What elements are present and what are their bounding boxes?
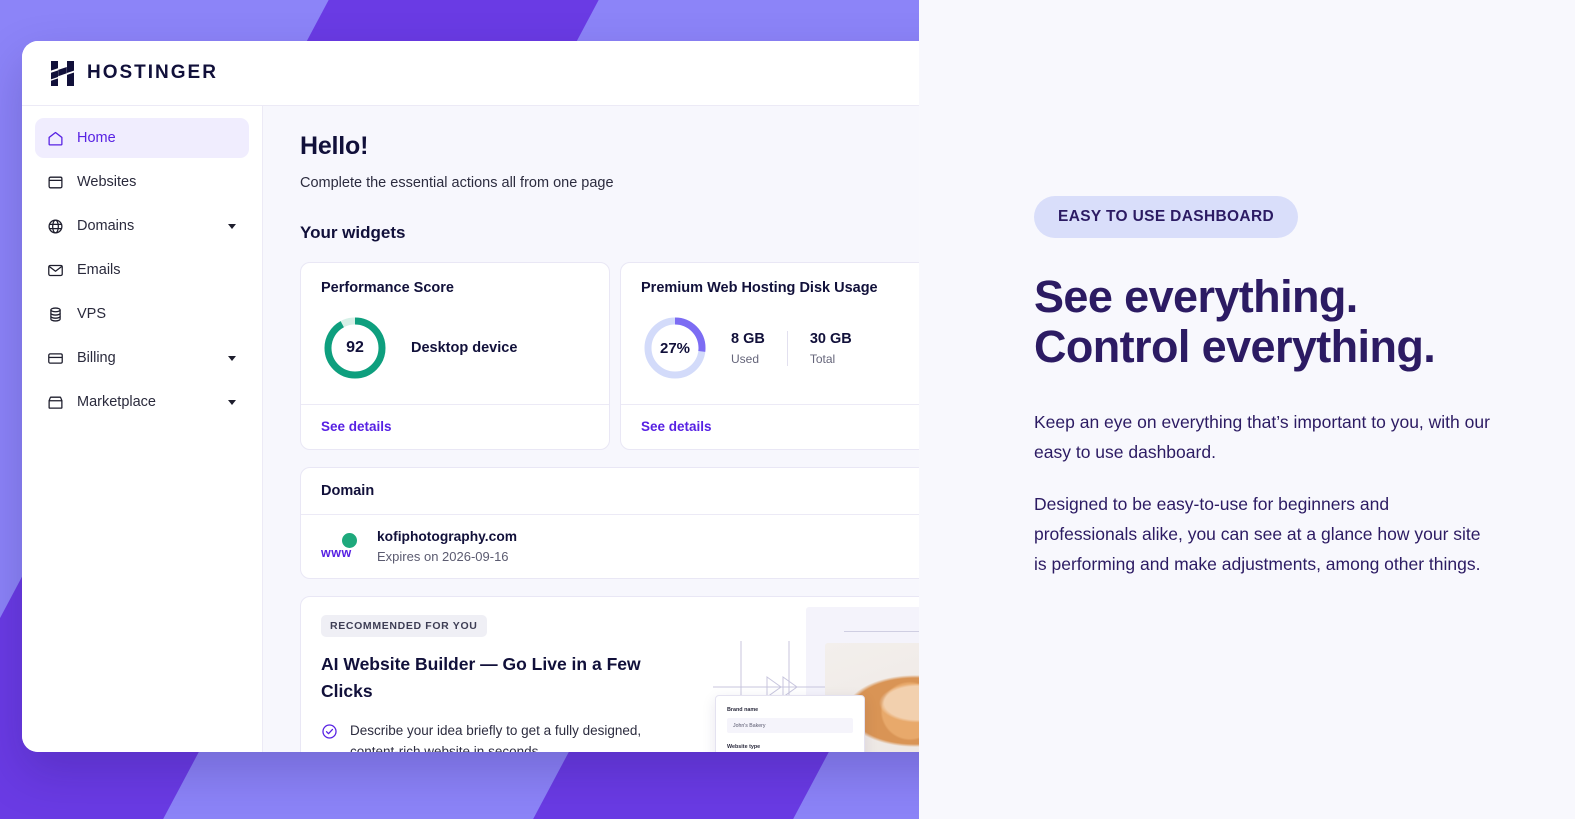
sidebar-item-label: Domains — [77, 218, 135, 234]
mini-website-type-label: Website type — [727, 744, 761, 750]
disk-total-value: 30 GB — [809, 330, 852, 347]
sidebar-item-label: VPS — [77, 306, 107, 322]
page-subtitle: Complete the essential actions all from … — [300, 175, 614, 191]
sidebar-item-marketplace[interactable]: Marketplace — [35, 382, 249, 422]
marketing-paragraph-1: Keep an eye on everything that’s importa… — [1034, 411, 1490, 462]
see-details-link-performance[interactable]: See details — [321, 419, 392, 434]
brand-logo[interactable]: HOSTINGER — [50, 60, 218, 87]
window-icon — [47, 174, 64, 191]
marketing-paragraph-2: Designed to be easy-to-use for beginners… — [1034, 493, 1481, 575]
sidebar-item-home[interactable]: Home — [35, 118, 249, 158]
disk-usage-donut-chart: 27% — [641, 314, 709, 382]
sidebar-item-label: Home — [77, 130, 116, 146]
marketing-panel: EASY TO USE DASHBOARD See everything. Co… — [919, 0, 1575, 819]
domain-name: kofiphotography.com — [377, 529, 518, 544]
storefront-icon — [47, 394, 64, 411]
domain-expiry: Expires on 2026-09-16 — [377, 549, 509, 564]
performance-device-label: Desktop device — [411, 340, 518, 356]
sidebar-item-label: Marketplace — [77, 394, 156, 410]
sidebar-item-label: Emails — [77, 262, 121, 278]
marketing-badge: EASY TO USE DASHBOARD — [1034, 196, 1299, 238]
disk-total-stat: 30 GB Total — [786, 330, 852, 366]
disk-usage-percent: 27% — [659, 339, 691, 357]
sidebar-item-label: Websites — [77, 174, 137, 190]
promo-title: AI Website Builder — Go Live in a Few Cl… — [321, 654, 641, 702]
card-title: Performance Score — [321, 280, 454, 296]
disk-used-label: Used — [731, 351, 760, 366]
card-title: Premium Web Hosting Disk Usage — [641, 280, 878, 296]
check-circle-icon — [321, 723, 338, 740]
marketing-headline: See everything. Control everything. — [1034, 271, 1515, 373]
sidebar-item-domains[interactable]: Domains — [35, 206, 249, 246]
app-topbar: HOSTINGER — [22, 41, 1082, 106]
disk-used-value: 8 GB — [731, 330, 765, 347]
marketing-headline-line1: See everything. — [1034, 271, 1358, 322]
sidebar: Home Websites — [22, 106, 263, 752]
sidebar-item-emails[interactable]: Emails — [35, 250, 249, 290]
promo-bullet-text: Describe your idea briefly to get a full… — [350, 723, 642, 752]
domain-card: Domain www kofiphotography.com Expires o… — [300, 467, 1037, 579]
sidebar-item-vps[interactable]: VPS — [35, 294, 249, 334]
sidebar-item-websites[interactable]: Websites — [35, 162, 249, 202]
disk-total-label: Total — [809, 351, 836, 366]
performance-score-value: 92 — [346, 339, 364, 356]
www-globe-icon: www — [321, 530, 363, 564]
marketing-headline-line2: Control everything. — [1034, 321, 1436, 373]
sidebar-item-billing[interactable]: Billing — [35, 338, 249, 378]
domain-card-title: Domain — [321, 483, 375, 499]
widgets-row: Performance Score 92 Desktop device — [300, 262, 1082, 450]
sidebar-item-label: Billing — [77, 350, 116, 366]
server-icon — [47, 306, 64, 323]
brand-name: HOSTINGER — [87, 62, 218, 83]
performance-score-card: Performance Score 92 Desktop device — [300, 262, 610, 450]
disk-used-stat: 8 GB Used — [731, 331, 787, 366]
see-details-link-disk[interactable]: See details — [641, 419, 712, 434]
chevron-down-icon[interactable] — [228, 224, 236, 229]
section-title-your-widgets: Your widgets — [300, 223, 406, 242]
performance-donut-chart: 92 — [321, 314, 389, 382]
credit-card-icon — [47, 350, 64, 367]
hostinger-h-logo-icon — [51, 60, 74, 86]
chevron-down-icon[interactable] — [228, 400, 236, 405]
mini-brand-name-label: Brand name — [727, 707, 759, 713]
recommended-badge: RECOMMENDED FOR YOU — [321, 615, 487, 637]
mini-brand-name-value: John's Bakery — [727, 718, 853, 733]
home-icon — [47, 130, 64, 147]
domain-list-item[interactable]: www kofiphotography.com Expires on 2026-… — [301, 514, 1036, 578]
chevron-down-icon[interactable] — [228, 356, 236, 361]
disk-usage-card: Premium Web Hosting Disk Usage 27% — [620, 262, 930, 450]
globe-icon — [47, 218, 64, 235]
page-title: Hello! — [300, 132, 369, 160]
illustration-form-card: Brand name John's Bakery Website type Ba… — [715, 695, 865, 752]
envelope-icon — [47, 262, 64, 279]
